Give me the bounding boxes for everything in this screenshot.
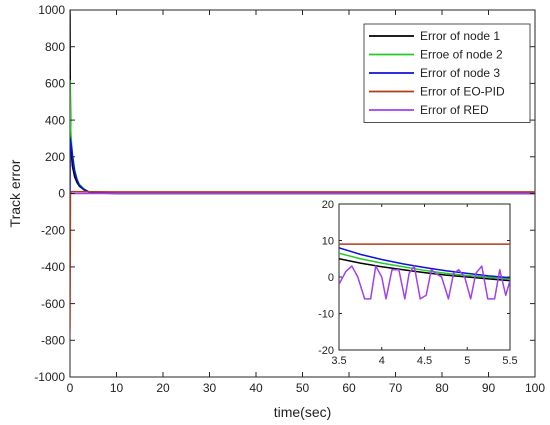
inset-x-tick-label: 5.5: [502, 355, 517, 367]
legend: Error of node 1 Erroe of node 2 Error of n…: [363, 23, 531, 123]
inset-x-tick-label: 4: [379, 355, 385, 367]
main-y-tick-label: -800: [41, 334, 65, 348]
legend-label-4: Error of EO-PID: [420, 85, 505, 99]
main-y-tick-label: 800: [45, 40, 65, 54]
inset-y-tick-label: -10: [318, 308, 334, 320]
legend-label-1: Error of node 1: [420, 29, 500, 43]
main-x-tick-label: 10: [110, 381, 124, 395]
main-x-tick-label: 40: [249, 381, 263, 395]
inset-y-axis: 20 10 0 -10 -20: [318, 199, 510, 357]
main-x-tick-label: 60: [342, 381, 356, 395]
main-x-tick-label: 100: [525, 381, 545, 395]
inset-y-tick-label: 20: [322, 199, 334, 211]
inset-x-axis: 3.5 4 4.5 5 5.5: [331, 204, 518, 367]
inset-y-tick-label: 0: [328, 272, 334, 284]
legend-label-5: Error of RED: [420, 103, 489, 117]
main-series-line-4: [70, 190, 535, 332]
inset-y-tick-label: -20: [318, 345, 334, 357]
main-y-tick-label: -1000: [34, 370, 65, 384]
inset-series-line-5: [339, 265, 510, 300]
inset-series-group: [339, 243, 510, 300]
main-y-tick-label: 200: [45, 150, 65, 164]
inset-x-tick-label: 4.5: [417, 355, 432, 367]
x-axis-label: time(sec): [274, 404, 332, 420]
main-x-tick-label: 80: [435, 381, 449, 395]
main-y-tick-label: 1000: [38, 3, 65, 17]
main-x-tick-label: 30: [203, 381, 217, 395]
main-y-tick-label: -400: [41, 260, 65, 274]
main-y-tick-label: 400: [45, 113, 65, 127]
legend-label-3: Error of node 3: [420, 66, 500, 80]
main-x-tick-label: 70: [389, 381, 403, 395]
y-axis-label: Track error: [7, 159, 23, 227]
inset-series-line-3: [339, 247, 510, 279]
inset-x-tick-label: 3.5: [331, 355, 346, 367]
main-y-tick-label: -600: [41, 297, 65, 311]
main-y-tick-label: -200: [41, 223, 65, 237]
main-series-group: [70, 10, 535, 332]
inset-chart: 3.5 4 4.5 5 5.5 20 10 0 -10 -20: [318, 199, 518, 367]
inset-series-line-2: [339, 252, 510, 280]
main-x-tick-label: 50: [296, 381, 310, 395]
main-y-tick-label: 600: [45, 77, 65, 91]
main-x-tick-label: 0: [67, 381, 74, 395]
main-y-tick-label: 0: [58, 187, 65, 201]
main-x-tick-label: 20: [156, 381, 170, 395]
legend-label-2: Erroe of node 2: [420, 48, 503, 62]
main-x-tick-label: 90: [482, 381, 496, 395]
main-x-axis: 0 10 20 30 40 50 60 70 80 90 100: [67, 10, 545, 395]
inset-series-line-1: [339, 258, 510, 282]
inset-y-tick-label: 10: [322, 235, 334, 247]
inset-x-tick-label: 5: [464, 355, 470, 367]
